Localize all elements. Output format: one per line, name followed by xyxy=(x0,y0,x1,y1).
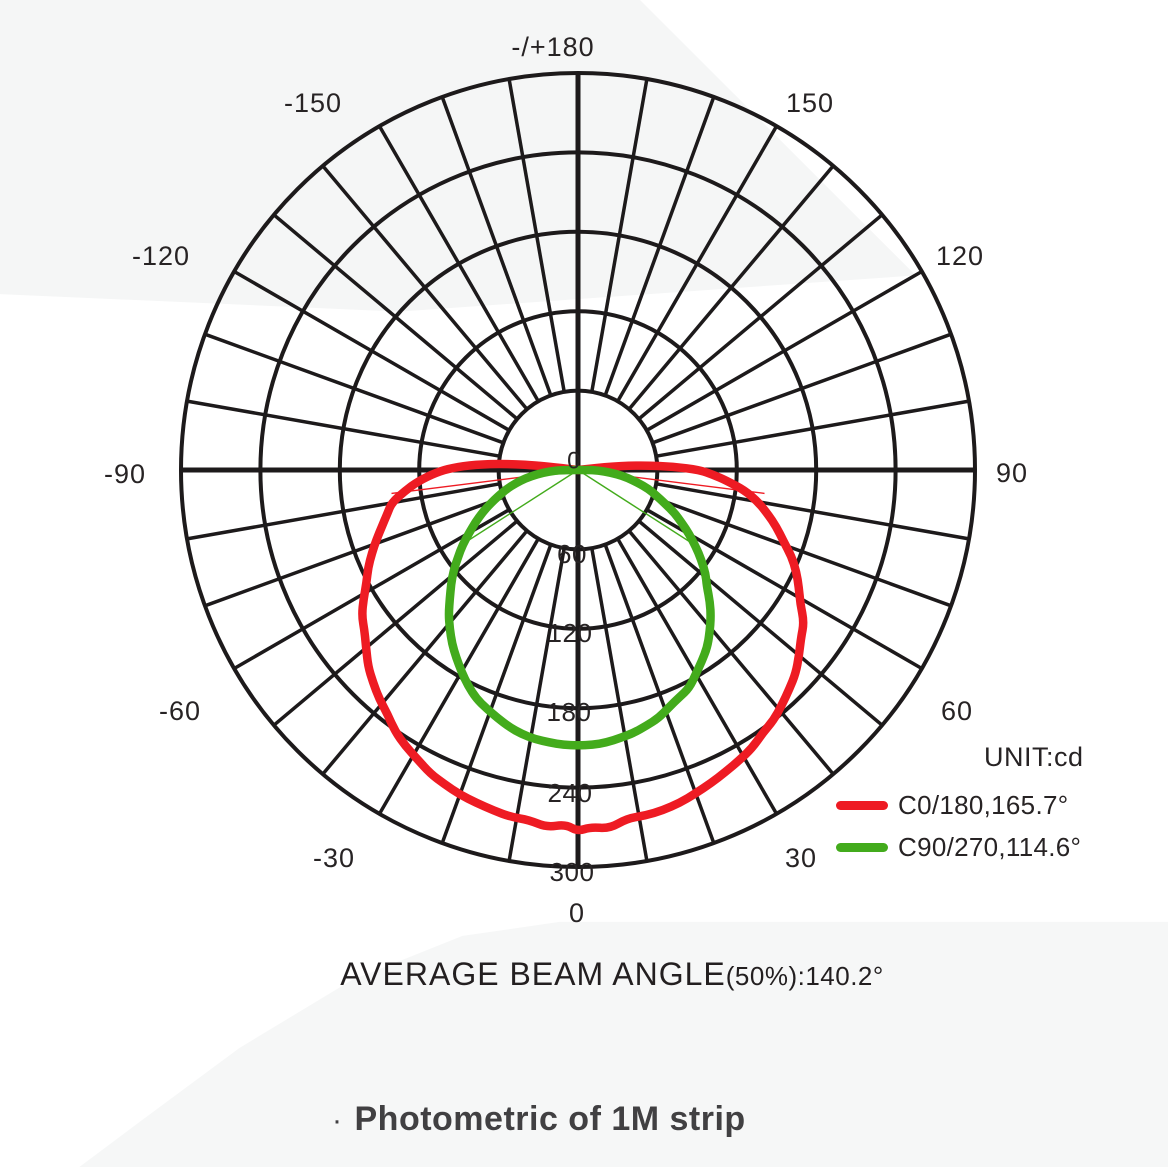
legend-item-c90-270: C90/270,114.6° xyxy=(836,832,1166,862)
legend-label-c90-270: C90/270,114.6° xyxy=(898,831,1082,862)
grid-spoke-110 xyxy=(652,495,952,608)
half-beam-ray-1 xyxy=(461,469,579,545)
grid-spoke-320 xyxy=(321,164,529,411)
angle-label-60: 60 xyxy=(941,696,973,726)
angle-label--120: -120 xyxy=(132,241,190,271)
grid-spoke-220 xyxy=(321,529,529,776)
grid-spoke-330 xyxy=(377,125,540,403)
angle-label--/+180: -/+180 xyxy=(511,32,594,62)
grid-spoke-350 xyxy=(507,78,566,393)
caption-bullet: · xyxy=(332,1104,343,1137)
grid-spoke-170 xyxy=(590,547,649,862)
radial-label-120: 120 xyxy=(548,618,593,648)
angle-label-120: 120 xyxy=(936,241,984,271)
grid-spoke-210 xyxy=(377,537,540,815)
angle-label-150: 150 xyxy=(786,88,834,118)
grid-spoke-130 xyxy=(637,519,884,727)
caption-text: Photometric of 1M strip xyxy=(354,1100,746,1138)
legend-item-c0-180: C0/180,165.7° xyxy=(836,790,1166,820)
chart-legend: UNIT:cd C0/180,165.7° C90/270,114.6° xyxy=(836,742,1166,874)
grid-spoke-230 xyxy=(272,519,519,727)
series-curve-0 xyxy=(358,459,808,835)
angle-label-30: 30 xyxy=(785,843,817,873)
angle-label-0: 0 xyxy=(569,898,585,928)
grid-spoke-290 xyxy=(204,332,504,445)
grid-spoke-280 xyxy=(186,399,501,458)
grid-spoke-70 xyxy=(652,332,952,445)
photometric-caption: · Photometric of 1M strip xyxy=(332,1100,746,1139)
grid-spoke-140 xyxy=(627,529,835,776)
half-beam-ray-1 xyxy=(577,469,695,545)
grid-spoke-260 xyxy=(186,482,501,541)
series-curve-1 xyxy=(444,465,715,750)
angle-label--30: -30 xyxy=(313,843,355,873)
grid-spoke-300 xyxy=(233,269,511,432)
radial-label-240: 240 xyxy=(548,778,593,808)
grid-spoke-40 xyxy=(627,164,835,411)
grid-spoke-340 xyxy=(440,96,553,396)
angle-label-90: 90 xyxy=(996,458,1028,488)
radial-label-300: 300 xyxy=(550,857,595,887)
unit-label: UNIT:cd xyxy=(984,742,1084,772)
legend-swatch-c90-270 xyxy=(836,842,888,852)
grid-spoke-10 xyxy=(590,78,649,393)
average-beam-angle-title-value: (50%):140.2° xyxy=(725,961,884,991)
radial-label-0: 0 xyxy=(567,448,581,475)
grid-spoke-250 xyxy=(204,495,504,608)
radial-label-60: 60 xyxy=(557,539,587,569)
grid-spoke-20 xyxy=(603,96,716,396)
angle-label--90: -90 xyxy=(104,459,146,489)
grid-spoke-190 xyxy=(507,547,566,862)
grid-spoke-100 xyxy=(655,482,970,541)
grid-spoke-50 xyxy=(637,213,884,421)
legend-label-c0-180: C0/180,165.7° xyxy=(898,789,1069,820)
grid-spoke-80 xyxy=(655,399,970,458)
grid-spoke-60 xyxy=(645,269,923,432)
legend-swatch-c0-180 xyxy=(836,800,888,810)
radial-label-180: 180 xyxy=(547,697,592,727)
average-beam-angle-title-main: AVERAGE BEAM ANGLE xyxy=(340,956,726,992)
grid-spoke-160 xyxy=(603,544,716,844)
grid-spoke-310 xyxy=(272,213,519,421)
angle-label--60: -60 xyxy=(159,696,201,726)
average-beam-angle-title: AVERAGE BEAM ANGLE(50%):140.2° xyxy=(340,956,884,993)
grid-spoke-30 xyxy=(616,125,779,403)
angle-label--150: -150 xyxy=(284,88,342,118)
